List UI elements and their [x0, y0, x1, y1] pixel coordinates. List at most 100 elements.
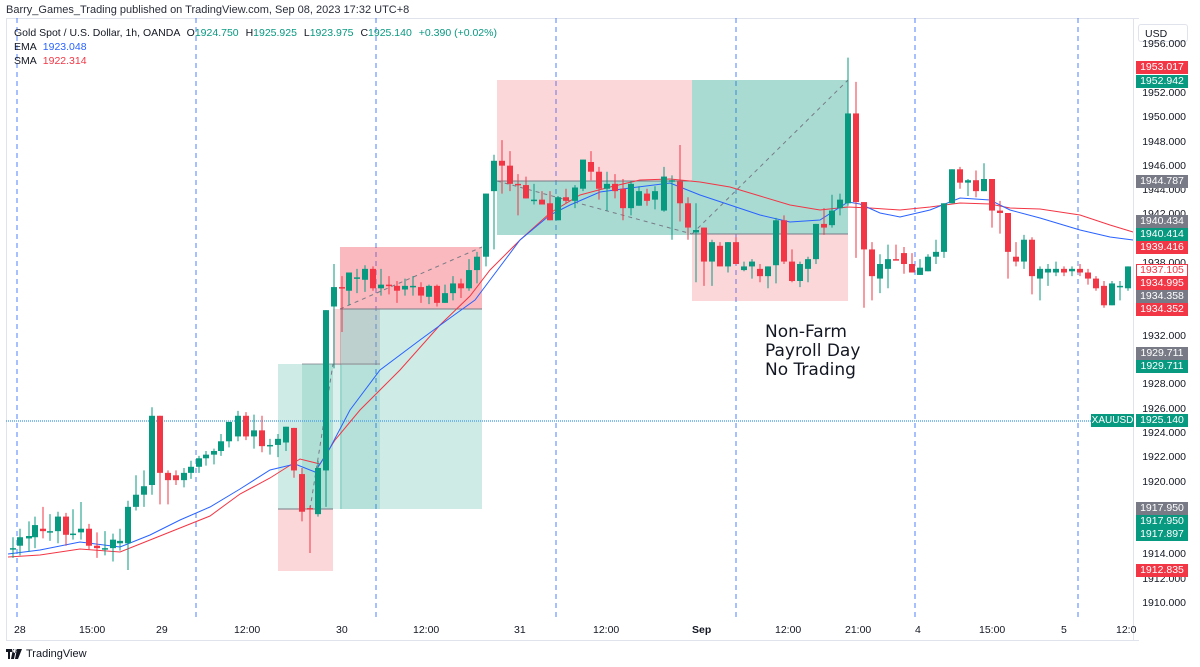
candle: [555, 197, 561, 221]
candle: [378, 284, 384, 289]
candle: [1085, 272, 1091, 279]
candle: [499, 160, 505, 166]
candle: [1069, 268, 1075, 272]
candle: [188, 466, 194, 473]
candle: [1045, 268, 1051, 273]
sma-legend[interactable]: SMA 1922.314: [14, 54, 497, 68]
price-tag: 1934.352: [1136, 303, 1188, 316]
candle: [157, 415, 163, 473]
candle: [466, 270, 472, 289]
low-value: 1923.975: [309, 27, 354, 39]
candle: [173, 475, 179, 481]
candle: [323, 310, 329, 471]
candle: [386, 284, 392, 287]
time-axis-label: 15:00: [979, 624, 1006, 636]
candle: [17, 537, 23, 546]
time-axis-label: 15:00: [79, 624, 106, 636]
candle: [789, 261, 795, 282]
position-tools: [278, 79, 849, 571]
sma-value: 1922.314: [42, 55, 87, 67]
high-label: H: [245, 27, 254, 39]
price-tag: 1937.105: [1136, 264, 1188, 277]
candle: [547, 203, 553, 221]
candle: [901, 253, 907, 265]
candle: [853, 113, 859, 203]
candle: [283, 426, 289, 443]
tradingview-logo[interactable]: TradingView: [6, 648, 87, 660]
ema-legend[interactable]: EMA 1923.048: [14, 40, 497, 54]
candle: [644, 193, 650, 201]
candle: [933, 251, 939, 257]
candle: [693, 230, 699, 233]
price-axis-label: 1914.000: [1142, 548, 1186, 561]
price-axis-label: 1910.000: [1142, 597, 1186, 609]
time-axis-label: 12:0: [1116, 624, 1137, 636]
price-tag: 1953.017: [1136, 61, 1188, 74]
candle: [394, 285, 400, 291]
price-tag: 1925.140: [1136, 414, 1188, 427]
price-axis-label: 1926.000: [1142, 402, 1186, 415]
candle: [402, 285, 408, 290]
candle: [426, 285, 432, 297]
price-tag: 1912.835: [1136, 564, 1188, 577]
time-axis-label: 12:00: [234, 624, 261, 636]
candle: [243, 415, 249, 437]
candle: [941, 203, 947, 252]
candle: [299, 474, 305, 512]
sma-line: [7, 178, 1134, 558]
chart-frame: [6, 18, 1139, 641]
candle: [669, 180, 675, 182]
currency-button[interactable]: USD: [1138, 24, 1188, 42]
price-tag: 1940.414: [1136, 228, 1188, 241]
candle: [133, 494, 139, 507]
open-label: O: [186, 27, 195, 39]
candle: [10, 548, 16, 550]
candle: [1061, 268, 1067, 273]
change-value: +0.390 (+0.02%): [418, 27, 497, 39]
candle: [94, 545, 100, 549]
price-tag: 1929.711: [1136, 347, 1188, 360]
price-tag: 1934.358: [1136, 290, 1188, 303]
candle: [981, 179, 987, 192]
candle: [829, 210, 835, 226]
time-axis-label: 12:00: [413, 624, 440, 636]
tradingview-logo-text: TradingView: [26, 648, 87, 660]
candle: [636, 191, 642, 206]
candle: [196, 458, 202, 467]
candle: [628, 183, 634, 209]
time-axis-label: 28: [14, 624, 26, 636]
candle: [973, 180, 979, 192]
candle: [117, 540, 123, 544]
candle: [757, 268, 763, 277]
annotation-line-2: Payroll Day: [765, 341, 861, 361]
price-axis-label: 1928.000: [1142, 378, 1186, 391]
candle: [434, 285, 440, 303]
candle: [997, 210, 1003, 214]
candle: [797, 264, 803, 282]
symbol-description: Gold Spot / U.S. Dollar, 1h, OANDA: [14, 27, 180, 39]
price-tag: 1917.950: [1136, 515, 1188, 528]
price-axis-label: 1950.000: [1142, 111, 1186, 124]
candle: [346, 272, 352, 291]
candle: [474, 256, 480, 271]
candle: [845, 113, 851, 204]
candle: [203, 454, 209, 459]
price-axis-label: 1952.000: [1142, 87, 1186, 99]
high-value: 1925.925: [253, 27, 297, 39]
candle: [781, 220, 787, 262]
nfp-annotation[interactable]: Non-Farm Payroll Day No Trading: [765, 323, 860, 380]
candle: [580, 159, 586, 189]
candle: [40, 528, 46, 532]
candle: [102, 548, 108, 550]
candle: [1101, 285, 1107, 306]
annotation-line-1: Non-Farm: [765, 322, 847, 342]
candle: [418, 287, 424, 296]
candle: [141, 486, 147, 495]
price-tag: 1952.942: [1136, 75, 1188, 88]
candle: [450, 283, 456, 294]
candle: [26, 536, 32, 539]
candle: [315, 468, 321, 515]
candle: [885, 259, 891, 269]
candle: [685, 203, 691, 228]
